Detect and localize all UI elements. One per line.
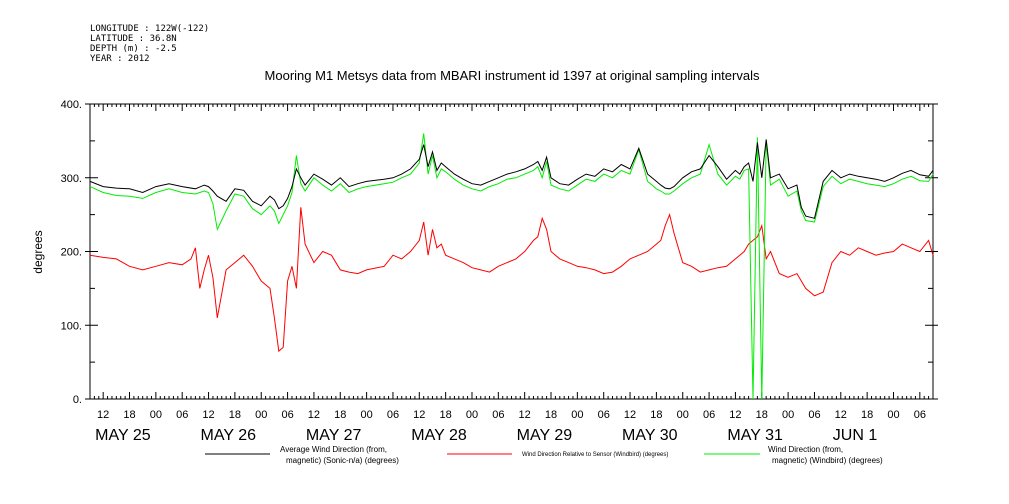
legend-label-windbird-2: magnetic) (Windbird) (degrees) [772,456,883,465]
x-hour-label: 18 [440,409,452,421]
x-hour-label: 06 [176,409,188,421]
y-tick-label: 200. [61,247,82,259]
x-hour-label: 12 [308,409,320,421]
y-tick-label: 300. [61,173,82,185]
legend-label-windbird-1: Wind Direction (from, [768,445,843,454]
plot-frame [89,103,934,400]
x-hour-label: 00 [255,409,267,421]
y-axis: 0. 100. 200. 300. 400. [61,99,938,406]
x-hour-label: 06 [387,409,399,421]
x-hour-label: 18 [229,409,241,421]
y-axis-title: degrees [31,230,45,273]
wind-direction-relative-line [89,207,934,353]
y-tick-label: 0. [73,394,82,406]
x-hour-label: 06 [808,409,820,421]
x-hour-label: 00 [677,409,689,421]
chart-title: Mooring M1 Metsys data from MBARI instru… [265,68,760,83]
x-hour-label: 12 [202,409,214,421]
x-hour-label: 18 [123,409,135,421]
y-tick-label: 100. [61,320,82,332]
series-layer [89,133,934,400]
x-hour-label: 06 [598,409,610,421]
x-hour-label: 06 [914,409,926,421]
x-hour-label: 00 [360,409,372,421]
legend: Average Wind Direction (from, magnetic) … [205,445,883,465]
x-hour-label: 06 [703,409,715,421]
x-hour-label: 00 [782,409,794,421]
x-date-label: MAY 30 [622,427,678,444]
x-date-label: MAY 25 [95,427,151,444]
x-date-label: MAY 31 [727,427,783,444]
latitude-label: LATITUDE : 36.8N [90,34,177,44]
x-hour-label: 18 [334,409,346,421]
windbird-wind-direction-line [89,133,934,400]
x-axis: 12 18 00 06 12 18 00 06 12 18 00 06 12 18 00 06 12 18 00 06… [89,104,934,444]
legend-label-average-wind-2: magnetic) (Sonic-n/a) (degrees) [286,456,399,465]
year-label: YEAR : 2012 [90,54,150,64]
x-date-label: MAY 29 [517,427,573,444]
longitude-label: LONGITUDE : 122W(-122) [90,24,209,34]
x-hour-label: 06 [281,409,293,421]
x-hour-label: 18 [545,409,557,421]
x-hour-label: 06 [492,409,504,421]
x-hour-label: 12 [413,409,425,421]
x-date-label: MAY 28 [411,427,467,444]
x-hour-label: 00 [571,409,583,421]
x-date-label: JUN 1 [833,427,878,444]
legend-label-relative-wind: Wind Direction Relative to Sensor (Windb… [522,452,668,458]
x-hour-label: 12 [519,409,531,421]
x-hour-label: 12 [97,409,109,421]
x-hour-label: 18 [756,409,768,421]
x-date-label: MAY 26 [201,427,257,444]
x-hour-label: 18 [861,409,873,421]
legend-label-average-wind-1: Average Wind Direction (from, [280,445,387,454]
x-hour-label: 12 [624,409,636,421]
x-hour-label: 18 [650,409,662,421]
y-tick-label: 400. [61,99,82,111]
average-wind-direction-line [89,139,934,219]
depth-label: DEPTH (m) : -2.5 [90,44,177,54]
x-date-label: MAY 27 [306,427,362,444]
x-hour-label: 00 [466,409,478,421]
x-hour-label: 12 [835,409,847,421]
x-hour-label: 00 [887,409,899,421]
x-hour-label: 12 [729,409,741,421]
x-hour-label: 00 [150,409,162,421]
